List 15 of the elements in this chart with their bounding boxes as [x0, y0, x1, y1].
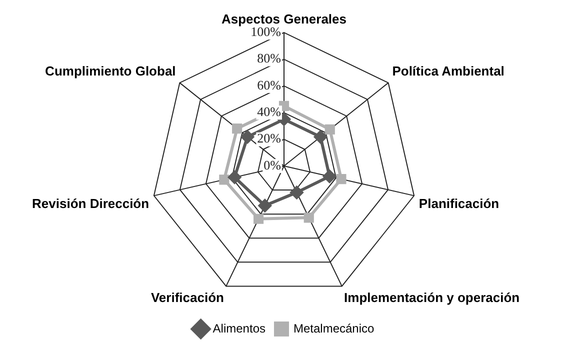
spoke-label: Política Ambiental [392, 63, 504, 78]
spoke-label: Verificación [150, 290, 224, 306]
y-tick-label: 40% [257, 104, 282, 120]
spoke-label: Aspectos Generales [221, 11, 347, 26]
spoke-label: Planificación [418, 196, 500, 212]
y-tick-label: 60% [257, 77, 282, 92]
y-tick-label: 80% [257, 50, 282, 66]
spoke-label: Cumplimiento Global [45, 63, 176, 78]
y-tick-label: 100% [250, 24, 282, 40]
spoke-label: Revisión Dirección [32, 196, 150, 212]
y-tick-label: 0% [264, 157, 282, 172]
legend-label: Metalmecánico [293, 321, 375, 336]
legend-label: Alimentos [212, 321, 266, 336]
y-tick-label: 20% [257, 130, 282, 146]
spoke-label: Implementación y operación [344, 290, 520, 306]
